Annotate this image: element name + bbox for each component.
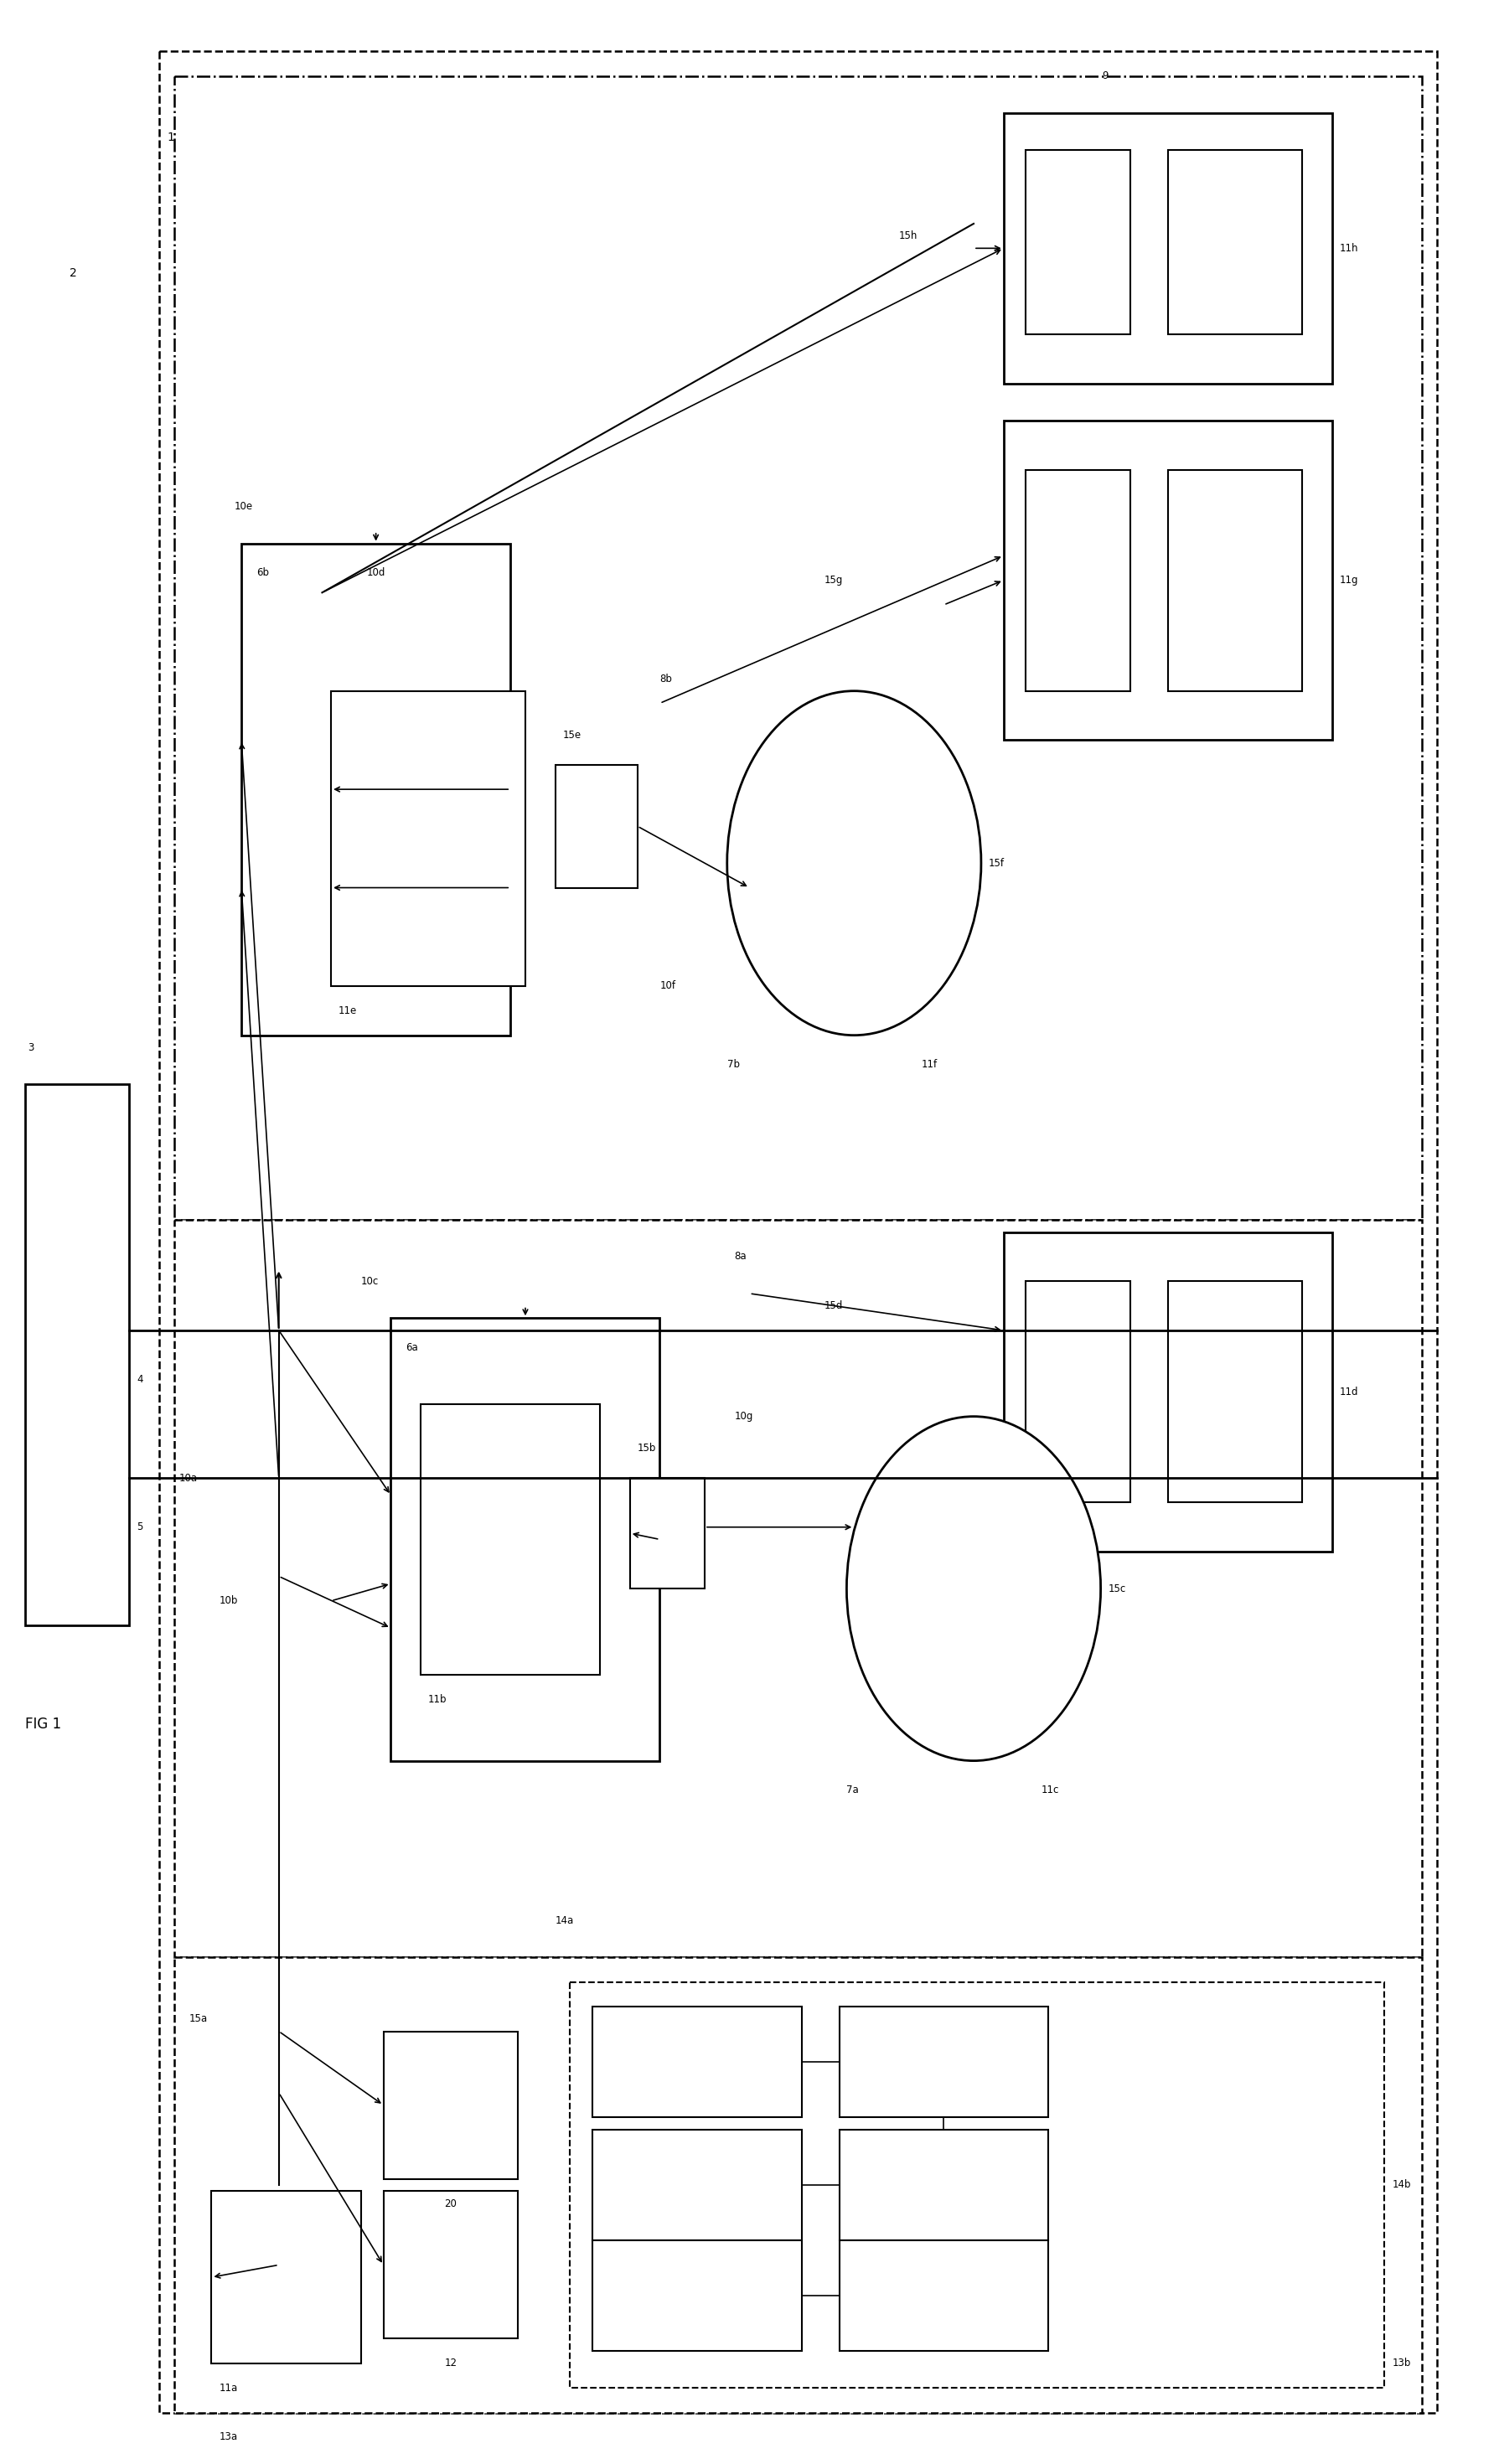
Text: 9: 9 (1102, 71, 1108, 81)
Bar (1003, 1232, 1333, 1552)
Text: 1: 1 (166, 131, 174, 143)
Text: 2: 2 (69, 266, 76, 278)
Text: 10f: 10f (660, 981, 676, 991)
Bar (1025, 471, 1130, 690)
Bar (839, 2240, 1048, 2351)
Bar (391, 1318, 660, 1762)
Bar (25, 1084, 129, 1626)
Text: 8a: 8a (735, 1252, 747, 1262)
Text: 10b: 10b (219, 1597, 238, 1607)
Bar (241, 545, 510, 1035)
Bar (592, 2006, 802, 2117)
Text: FIG 1: FIG 1 (25, 1717, 61, 1732)
Text: 6a: 6a (406, 1343, 418, 1353)
Text: 15h: 15h (899, 232, 917, 241)
Bar (862, 1528, 944, 1651)
Text: 20: 20 (444, 2198, 457, 2208)
Text: 11f: 11f (922, 1060, 937, 1069)
Text: 10e: 10e (234, 500, 252, 513)
Text: 7a: 7a (847, 1784, 859, 1796)
Bar (1168, 150, 1303, 335)
Bar (331, 690, 525, 986)
Text: 10a: 10a (178, 1473, 198, 1483)
Bar (174, 1220, 1423, 1956)
Bar (1168, 1281, 1303, 1503)
Bar (211, 2190, 361, 2363)
Bar (1025, 1281, 1130, 1503)
Text: 8b: 8b (660, 673, 673, 685)
Text: 11g: 11g (1340, 574, 1358, 586)
Bar (1003, 421, 1333, 739)
Bar (421, 1404, 600, 1676)
Bar (174, 1956, 1423, 2412)
Text: 15d: 15d (824, 1301, 842, 1311)
Text: 15a: 15a (189, 2013, 208, 2025)
Text: 14b: 14b (1393, 2181, 1411, 2190)
Bar (174, 76, 1423, 1220)
Text: 11d: 11d (1340, 1387, 1358, 1397)
Bar (630, 1478, 705, 1589)
Text: 15b: 15b (637, 1444, 657, 1454)
Bar (839, 2006, 1048, 2117)
Text: 15e: 15e (562, 729, 582, 742)
Text: 6b: 6b (256, 567, 268, 579)
Bar (1025, 150, 1130, 335)
Text: 11h: 11h (1340, 244, 1358, 254)
Bar (384, 2030, 517, 2178)
Bar (742, 801, 824, 924)
Bar (877, 813, 937, 912)
Text: 13a: 13a (219, 2432, 237, 2442)
Ellipse shape (727, 690, 982, 1035)
Bar (592, 2129, 802, 2240)
Text: 14a: 14a (555, 1915, 574, 1927)
Bar (995, 1540, 1055, 1639)
Ellipse shape (847, 1417, 1100, 1762)
Text: 13b: 13b (1393, 2358, 1411, 2368)
Text: 5: 5 (136, 1523, 142, 1533)
Bar (1168, 471, 1303, 690)
Text: 15f: 15f (989, 857, 1004, 867)
Text: 7b: 7b (727, 1060, 739, 1069)
Text: 10g: 10g (735, 1412, 754, 1422)
Text: 10c: 10c (361, 1276, 379, 1286)
Text: 11a: 11a (219, 2383, 238, 2393)
Bar (384, 2190, 517, 2338)
Text: 3: 3 (27, 1042, 34, 1052)
Bar (159, 52, 1438, 2412)
Text: 10d: 10d (367, 567, 385, 579)
Text: 11c: 11c (1040, 1784, 1058, 1796)
Bar (570, 1981, 1385, 2388)
Text: 4: 4 (136, 1375, 142, 1385)
Bar (839, 2129, 1048, 2240)
Text: 12: 12 (444, 2358, 457, 2368)
Text: 15g: 15g (824, 574, 842, 586)
Bar (592, 2240, 802, 2351)
Bar (1003, 113, 1333, 384)
Text: 15c: 15c (1108, 1584, 1126, 1594)
Text: 11e: 11e (339, 1005, 357, 1015)
Text: 11b: 11b (429, 1693, 447, 1705)
Bar (555, 764, 637, 887)
